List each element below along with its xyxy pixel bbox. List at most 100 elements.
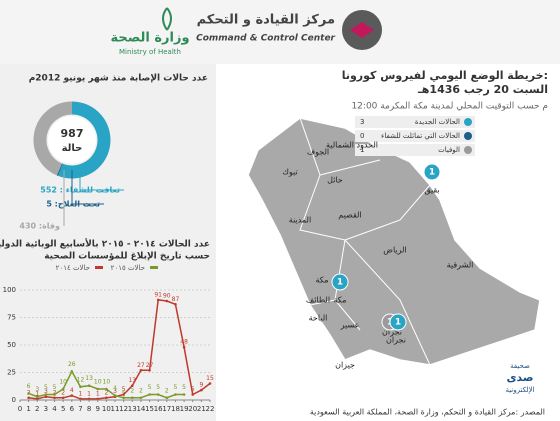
point	[61, 387, 65, 391]
marker-count: 1	[337, 278, 343, 288]
data-label: 2	[61, 389, 65, 396]
data-label: 5	[53, 384, 57, 391]
data-label: 13	[85, 375, 93, 382]
x-tick-label: 8	[87, 405, 91, 413]
x-tick-label: 2	[35, 405, 39, 413]
leader-line	[71, 170, 104, 205]
region-label: الرياض	[383, 246, 406, 255]
data-label: 5	[148, 384, 152, 391]
data-label: 5	[191, 386, 195, 393]
line-title: عدد الحالات ٢٠١٤ - ٢٠١٥ بالأسابيع الوبائ…	[0, 238, 210, 250]
marker	[423, 163, 441, 181]
y-tick-label: 75	[7, 314, 16, 322]
data-label: 1	[87, 390, 91, 397]
data-label: 2	[139, 387, 143, 394]
x-tick-label: 0	[18, 405, 22, 413]
point	[139, 369, 143, 372]
x-tick-label: 6	[70, 405, 75, 413]
legend-box	[355, 116, 475, 128]
ccc-ar: مركز القيادة و التحكم	[197, 13, 335, 28]
point	[156, 393, 160, 396]
data-label: 3	[44, 388, 48, 395]
marker	[389, 313, 407, 331]
point	[165, 299, 169, 303]
x-tick-label: 12	[119, 405, 128, 413]
point	[105, 387, 108, 391]
donut-label: تعافت للشفاء : 552	[40, 186, 120, 195]
region-borders	[299, 117, 431, 366]
y-tick-label: 50	[7, 341, 16, 349]
data-label: 90	[163, 293, 171, 300]
region-label: الجوف	[307, 148, 329, 157]
data-label: 2	[165, 387, 169, 394]
point	[165, 396, 169, 400]
region-label: المدينة	[289, 216, 311, 225]
data-label: 10	[94, 379, 102, 386]
data-label: 5	[44, 384, 48, 391]
y-tick-label: 100	[3, 286, 16, 294]
legend-count: 3	[360, 118, 364, 126]
legend-label: الحالات التي تماثلت للشفاء	[381, 132, 460, 140]
region-label: الطائف	[306, 296, 330, 305]
x-tick-label: 16	[154, 405, 163, 413]
leader-line	[79, 170, 124, 191]
x-tick-label: 1	[26, 405, 30, 413]
point	[130, 384, 134, 388]
region-label: جيزان	[335, 361, 355, 370]
point	[105, 396, 108, 400]
data-label: 3	[113, 388, 117, 395]
data-label: 5	[182, 384, 186, 391]
point	[122, 396, 125, 400]
data-label: 2	[130, 387, 134, 394]
marker-place: بقيق	[424, 186, 439, 195]
data-label: 4	[113, 385, 117, 392]
x-tick-label: 9	[95, 405, 99, 413]
point	[61, 396, 65, 400]
ccc-en: Command & Control Center	[196, 34, 335, 44]
data-label: 2	[122, 387, 126, 394]
region-label: الحدود الشمالية	[326, 141, 378, 150]
data-label: 2	[104, 389, 108, 396]
point	[27, 396, 30, 400]
x-tick-label: 18	[171, 405, 180, 413]
y-tick-label: 0	[12, 396, 16, 404]
point	[70, 394, 74, 397]
point	[148, 369, 151, 372]
data-label: 5	[122, 386, 126, 393]
donut-label: وفاة: 430	[19, 222, 60, 231]
x-tick-label: 21	[197, 405, 206, 413]
point	[174, 303, 177, 306]
x-tick-label: 4	[52, 405, 57, 413]
region-label: تبوك	[282, 168, 297, 177]
legend-label: حالات ٢٠١٤	[56, 264, 90, 272]
donut-title: عدد حالات الإصابة منذ شهر يونيو 2012م	[29, 74, 208, 84]
point	[148, 393, 151, 396]
point	[182, 393, 186, 396]
data-label: 10	[59, 379, 67, 386]
y-tick-label: 25	[7, 369, 16, 377]
point	[44, 395, 48, 399]
point	[130, 396, 134, 400]
moh-ar: وزارة الصحة	[110, 31, 189, 46]
map-date: السبت 20 رجب 1436هـ	[417, 83, 548, 96]
point	[191, 393, 195, 396]
data-label: 1	[35, 390, 39, 397]
region-label: حائل	[327, 176, 343, 185]
x-tick-label: 5	[61, 405, 65, 413]
data-label: 48	[180, 339, 188, 346]
marker-place: نجران	[386, 336, 406, 345]
region-label: القصيم	[338, 211, 361, 220]
data-label: 15	[206, 375, 214, 382]
legend-dot	[464, 118, 472, 126]
data-label: 9	[199, 382, 203, 389]
point	[35, 395, 39, 399]
moh-en: Ministry of Health	[119, 48, 181, 56]
data-label: 91	[154, 291, 162, 298]
region-label: الشرقية	[447, 261, 474, 270]
legend-count: 0	[360, 132, 364, 140]
data-label: 10	[103, 379, 111, 386]
data-label: 3	[35, 386, 39, 393]
point	[70, 370, 74, 373]
series-line	[28, 299, 211, 400]
